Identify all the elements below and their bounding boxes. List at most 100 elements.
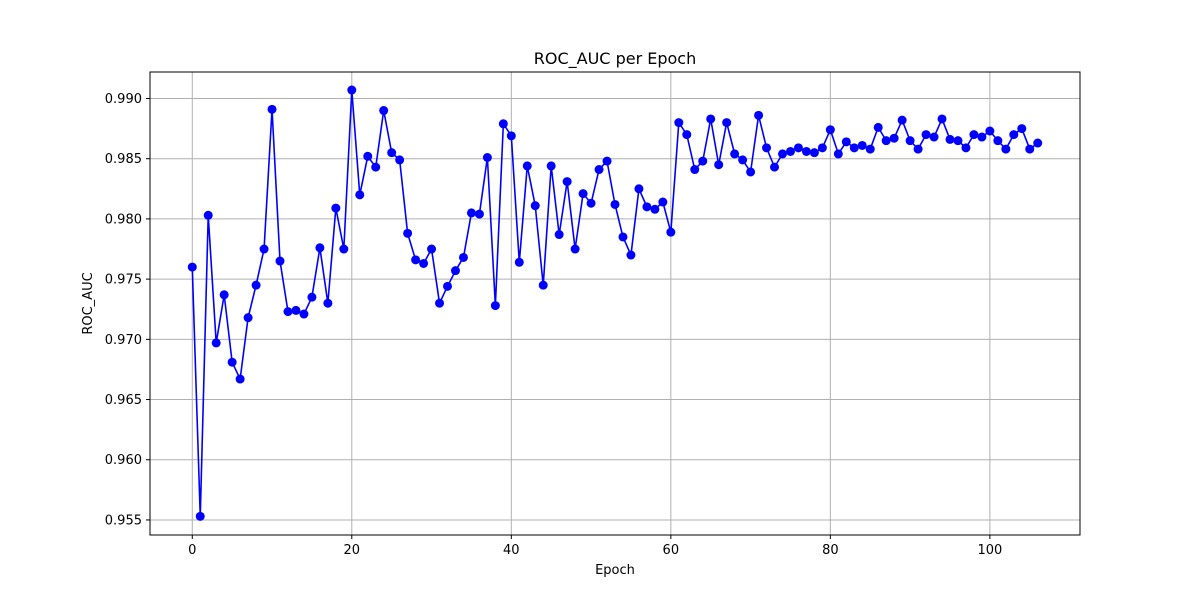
x-tick-label: 40 (503, 543, 520, 558)
data-point-marker (1017, 124, 1027, 134)
data-point-marker (187, 262, 197, 272)
data-point-marker (746, 167, 756, 177)
data-point-marker (251, 280, 261, 290)
x-tick-label: 20 (344, 543, 361, 558)
y-tick-label: 0.970 (105, 333, 142, 348)
data-point-marker (299, 309, 309, 319)
data-point-marker (682, 130, 692, 140)
data-point-marker (355, 190, 365, 200)
data-point-marker (785, 146, 795, 156)
data-point-marker (1025, 144, 1035, 154)
data-point-marker (722, 118, 732, 128)
x-tick-label: 100 (977, 543, 1002, 558)
data-point-marker (913, 144, 923, 154)
data-point-marker (203, 210, 213, 220)
data-point-marker (610, 199, 620, 209)
data-point-marker (777, 149, 787, 159)
data-point-marker (570, 244, 580, 254)
data-point-marker (275, 256, 285, 266)
data-point-marker (195, 511, 205, 521)
y-tick-label: 0.965 (105, 393, 142, 408)
data-point-marker (762, 143, 772, 153)
data-point-marker (315, 243, 325, 253)
data-point-marker (291, 305, 301, 315)
data-point-marker (801, 146, 811, 156)
data-point-marker (825, 125, 835, 135)
data-point-marker (458, 252, 468, 262)
y-tick-label: 0.985 (105, 152, 142, 167)
data-point-marker (730, 149, 740, 159)
y-tick-label: 0.960 (105, 453, 142, 468)
data-point-marker (562, 177, 572, 187)
data-point-marker (714, 160, 724, 170)
plot-area-frame (149, 71, 1081, 536)
data-point-marker (363, 151, 373, 161)
y-tick-label: 0.990 (105, 92, 142, 107)
data-point-marker (993, 136, 1003, 146)
data-point-marker (331, 203, 341, 213)
data-point-marker (833, 149, 843, 159)
data-point-marker (698, 156, 708, 166)
data-point-marker (227, 357, 237, 367)
data-point-marker (602, 156, 612, 166)
data-point-marker (490, 301, 500, 311)
data-point-marker (897, 115, 907, 125)
x-tick-label: 80 (822, 543, 839, 558)
data-point-marker (546, 161, 556, 171)
data-point-marker (953, 136, 963, 146)
data-point-marker (411, 255, 421, 265)
data-point-marker (961, 143, 971, 153)
series-markers (187, 85, 1043, 521)
data-point-marker (506, 131, 516, 141)
data-point-marker (706, 114, 716, 124)
data-point-marker (530, 201, 540, 211)
data-point-marker (921, 130, 931, 140)
x-axis-ticks: 0 20 40 60 80 100 (188, 535, 1002, 558)
data-point-marker (969, 130, 979, 140)
data-point-marker (498, 119, 508, 129)
data-point-marker (339, 244, 349, 254)
grid-lines (150, 72, 1080, 535)
data-point-marker (427, 244, 437, 254)
data-point-marker (650, 204, 660, 214)
data-point-marker (929, 132, 939, 142)
y-axis-label: ROC_AUC (81, 272, 96, 334)
data-point-marker (905, 136, 915, 146)
data-point-marker (674, 118, 684, 128)
data-point-marker (443, 281, 453, 291)
data-point-marker (395, 155, 405, 165)
data-point-marker (977, 132, 987, 142)
data-point-marker (889, 133, 899, 143)
data-point-marker (419, 258, 429, 268)
data-point-marker (371, 162, 381, 172)
data-point-marker (482, 152, 492, 162)
data-point-marker (514, 257, 524, 267)
data-point-marker (945, 134, 955, 144)
data-point-marker (554, 230, 564, 240)
data-point-marker (817, 143, 827, 153)
x-axis-label: Epoch (595, 563, 635, 578)
x-tick-label: 60 (663, 543, 680, 558)
data-point-marker (586, 198, 596, 208)
data-point-marker (666, 227, 676, 237)
data-point-marker (474, 209, 484, 219)
data-point-marker (538, 280, 548, 290)
data-point-marker (594, 165, 604, 175)
data-point-marker (626, 250, 636, 260)
data-point-marker (738, 155, 748, 165)
data-point-marker (259, 244, 269, 254)
data-point-marker (841, 137, 851, 147)
y-tick-label: 0.980 (105, 212, 142, 227)
data-point-marker (690, 165, 700, 175)
data-point-marker (857, 140, 867, 150)
data-point-marker (618, 232, 628, 242)
data-point-marker (379, 106, 389, 116)
data-point-marker (219, 290, 229, 300)
data-point-marker (873, 122, 883, 132)
data-point-marker (985, 126, 995, 136)
y-tick-label: 0.955 (105, 513, 142, 528)
data-point-marker (1001, 144, 1011, 154)
data-point-marker (466, 208, 476, 218)
